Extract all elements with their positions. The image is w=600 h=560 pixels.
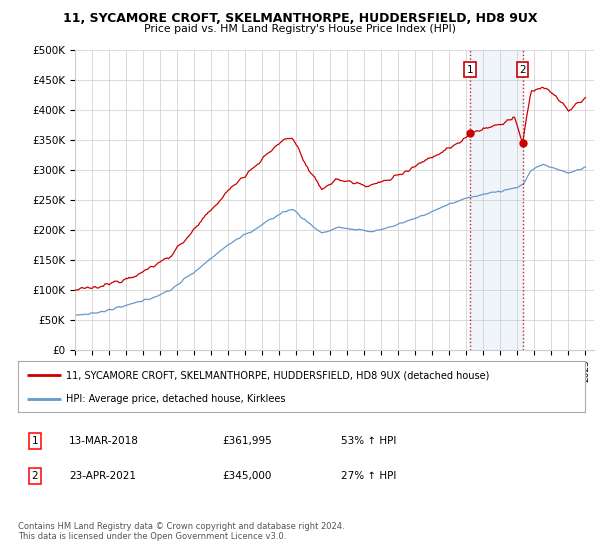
Text: 23-APR-2021: 23-APR-2021: [69, 472, 136, 482]
Text: Contains HM Land Registry data © Crown copyright and database right 2024.
This d: Contains HM Land Registry data © Crown c…: [18, 522, 344, 542]
Bar: [470, 50, 523, 350]
Text: 11, SYCAMORE CROFT, SKELMANTHORPE, HUDDERSFIELD, HD8 9UX: 11, SYCAMORE CROFT, SKELMANTHORPE, HUDDE…: [63, 12, 537, 25]
Text: 1: 1: [32, 436, 38, 446]
Text: 2: 2: [519, 65, 526, 75]
Text: 2: 2: [32, 472, 38, 482]
Text: £361,995: £361,995: [222, 436, 272, 446]
Text: 11, SYCAMORE CROFT, SKELMANTHORPE, HUDDERSFIELD, HD8 9UX (detached house): 11, SYCAMORE CROFT, SKELMANTHORPE, HUDDE…: [66, 370, 490, 380]
Text: HPI: Average price, detached house, Kirklees: HPI: Average price, detached house, Kirk…: [66, 394, 286, 404]
Text: 27% ↑ HPI: 27% ↑ HPI: [341, 472, 397, 482]
Text: 53% ↑ HPI: 53% ↑ HPI: [341, 436, 397, 446]
Text: 1: 1: [466, 65, 473, 75]
Text: Price paid vs. HM Land Registry's House Price Index (HPI): Price paid vs. HM Land Registry's House …: [144, 24, 456, 34]
Text: £345,000: £345,000: [222, 472, 271, 482]
Text: 13-MAR-2018: 13-MAR-2018: [69, 436, 139, 446]
